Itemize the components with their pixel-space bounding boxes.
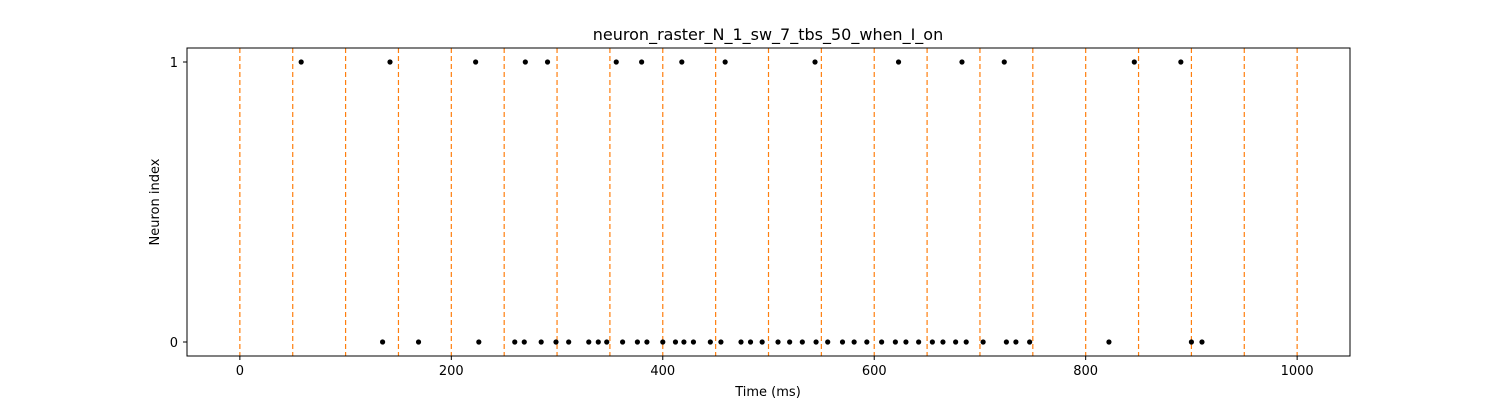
x-tick-label-200: 200 bbox=[439, 364, 464, 379]
spike-point-n0-33 bbox=[903, 339, 909, 345]
y-tick-label-1: 1 bbox=[170, 56, 178, 71]
spike-point-n0-39 bbox=[980, 339, 986, 345]
spike-point-n0-32 bbox=[892, 339, 898, 345]
spike-point-n0-4 bbox=[521, 339, 527, 345]
spike-point-n0-11 bbox=[619, 339, 626, 345]
spike-point-n0-23 bbox=[775, 339, 781, 345]
spike-point-n1-9 bbox=[812, 59, 818, 65]
spike-point-n0-41 bbox=[1013, 339, 1019, 345]
spike-point-n0-7 bbox=[566, 339, 572, 345]
spike-point-n0-9 bbox=[595, 339, 601, 345]
spike-point-n0-27 bbox=[825, 339, 831, 345]
spike-point-n0-8 bbox=[586, 339, 592, 345]
axes-frame bbox=[186, 47, 1351, 357]
spike-point-n1-4 bbox=[544, 59, 551, 65]
x-tick-label-800: 800 bbox=[1073, 364, 1098, 379]
spike-point-n0-15 bbox=[672, 339, 679, 345]
y-axis-label: Neuron index bbox=[148, 158, 163, 245]
spike-point-n0-43 bbox=[1106, 339, 1112, 345]
spike-point-n0-17 bbox=[690, 339, 697, 345]
spike-point-n1-13 bbox=[1131, 59, 1137, 65]
x-tick-label-1000: 1000 bbox=[1281, 364, 1314, 379]
spike-point-n0-26 bbox=[813, 339, 819, 345]
spike-point-n0-31 bbox=[879, 339, 885, 345]
spike-point-n1-6 bbox=[639, 59, 645, 65]
spike-point-n0-28 bbox=[839, 339, 846, 345]
spike-point-n1-14 bbox=[1178, 59, 1184, 65]
spike-point-n0-1 bbox=[415, 339, 422, 345]
x-tick-label-0: 0 bbox=[236, 364, 244, 379]
spike-point-n0-10 bbox=[604, 339, 610, 345]
spike-point-n1-7 bbox=[679, 59, 685, 65]
spike-point-n0-13 bbox=[644, 339, 650, 345]
spike-point-n0-35 bbox=[929, 339, 935, 345]
spike-point-n0-12 bbox=[634, 339, 640, 345]
spike-point-n0-20 bbox=[738, 339, 744, 345]
x-tick-label-600: 600 bbox=[862, 364, 887, 379]
spike-point-n0-18 bbox=[707, 339, 713, 345]
spike-point-n0-22 bbox=[759, 339, 765, 345]
spike-point-n1-3 bbox=[522, 59, 528, 65]
spike-point-n0-25 bbox=[799, 339, 805, 345]
spike-point-n0-34 bbox=[916, 339, 922, 345]
spike-point-n0-16 bbox=[681, 339, 687, 345]
spike-point-n1-12 bbox=[1001, 59, 1007, 65]
x-tick-label-400: 400 bbox=[650, 364, 675, 379]
spike-point-n0-38 bbox=[963, 339, 969, 345]
spike-point-n0-29 bbox=[851, 339, 857, 345]
plot-area: 0 200 400 600 800 1000 0 1 bbox=[170, 47, 1351, 379]
spike-point-n0-40 bbox=[1003, 339, 1009, 345]
spike-point-n1-10 bbox=[895, 59, 902, 65]
x-axis-label: Time (ms) bbox=[734, 385, 801, 400]
spike-point-n0-14 bbox=[660, 339, 666, 345]
spike-point-n0-5 bbox=[538, 339, 544, 345]
spike-point-n0-24 bbox=[787, 339, 793, 345]
spike-point-n0-3 bbox=[512, 339, 518, 345]
spike-point-n0-21 bbox=[747, 339, 754, 345]
spike-point-n1-5 bbox=[613, 59, 619, 65]
spike-point-n1-1 bbox=[387, 59, 393, 65]
spike-point-n0-0 bbox=[379, 339, 386, 345]
spike-point-n0-6 bbox=[553, 339, 559, 345]
spike-point-n0-37 bbox=[953, 339, 959, 345]
spike-point-n0-45 bbox=[1199, 339, 1205, 345]
spike-point-n1-2 bbox=[473, 59, 479, 65]
spike-point-n0-44 bbox=[1188, 339, 1195, 345]
chart-title: neuron_raster_N_1_sw_7_tbs_50_when_I_on bbox=[593, 25, 943, 45]
spike-point-n1-8 bbox=[722, 59, 728, 65]
spike-point-n0-42 bbox=[1027, 339, 1033, 345]
spike-point-n0-36 bbox=[940, 339, 946, 345]
spike-point-n0-30 bbox=[864, 339, 870, 345]
spike-point-n1-0 bbox=[298, 59, 304, 65]
spike-point-n0-2 bbox=[476, 339, 482, 345]
spike-point-n0-19 bbox=[718, 339, 724, 345]
y-tick-label-0: 0 bbox=[170, 336, 178, 351]
spike-point-n1-11 bbox=[959, 59, 965, 65]
